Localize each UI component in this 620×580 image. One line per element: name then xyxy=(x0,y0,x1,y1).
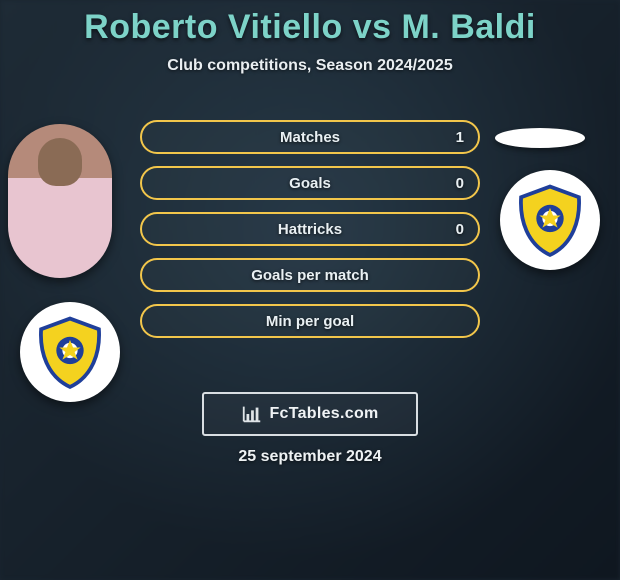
stat-row-min-per-goal: Min per goal xyxy=(140,304,480,338)
stat-row-matches: Matches 1 xyxy=(140,120,480,154)
brand-label: FcTables.com xyxy=(269,405,378,423)
club-crest-icon xyxy=(32,314,108,390)
club-badge-right xyxy=(500,170,600,270)
date-label: 25 september 2024 xyxy=(0,448,620,466)
stat-label: Goals per match xyxy=(251,267,369,284)
stat-row-hattricks: Hattricks 0 xyxy=(140,212,480,246)
stat-row-goals: Goals 0 xyxy=(140,166,480,200)
club-crest-icon xyxy=(512,182,588,258)
club-badge-left xyxy=(20,302,120,402)
stat-value-right: 0 xyxy=(456,221,464,238)
player-avatar-right-placeholder xyxy=(495,128,585,148)
stat-label: Min per goal xyxy=(266,313,354,330)
stat-label: Matches xyxy=(280,129,340,146)
stats-list: Matches 1 Goals 0 Hattricks 0 Goals per … xyxy=(140,120,480,350)
chart-icon xyxy=(241,403,263,425)
stat-row-goals-per-match: Goals per match xyxy=(140,258,480,292)
subtitle: Club competitions, Season 2024/2025 xyxy=(0,57,620,75)
player-avatar-left xyxy=(8,124,112,278)
page-title: Roberto Vitiello vs M. Baldi xyxy=(0,0,620,47)
stat-label: Hattricks xyxy=(278,221,342,238)
stat-value-right: 0 xyxy=(456,175,464,192)
brand-watermark: FcTables.com xyxy=(202,392,418,436)
stat-value-right: 1 xyxy=(456,129,464,146)
stat-label: Goals xyxy=(289,175,331,192)
